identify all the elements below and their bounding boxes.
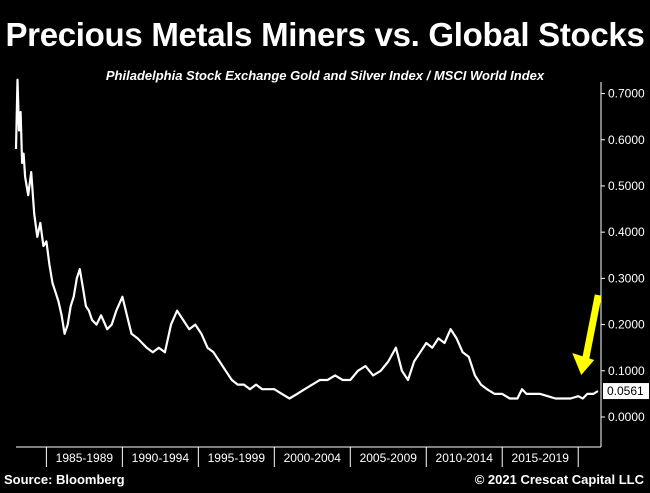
- y-tick-label: 0.3000: [608, 271, 645, 285]
- series-layer: [14, 78, 599, 400]
- last-value-box: [603, 383, 649, 400]
- x-period-label: 2015-2019: [512, 451, 570, 465]
- x-period-label: 2010-2014: [436, 451, 494, 465]
- x-axis-period-labels: 1985-1989 1990-1994 1995-1999 2000-2004 2005…: [45, 447, 579, 467]
- y-tick-label: 0.4000: [608, 225, 645, 239]
- x-period-label: 2000-2004: [284, 451, 342, 465]
- copyright-note: © 2021 Crescat Capital LLC: [474, 472, 644, 487]
- x-period-label: 2005-2009: [360, 451, 418, 465]
- last-value-marker: 0.0561: [603, 383, 649, 400]
- y-tick-label: 0.6000: [608, 133, 645, 147]
- chart-subtitle: Philadelphia Stock Exchange Gold and Sil…: [105, 68, 545, 83]
- y-tick-label: 0.5000: [608, 179, 645, 193]
- y-tick-label: 0.7000: [608, 87, 645, 101]
- series-line: [14, 78, 599, 400]
- arrow-shaft: [581, 294, 602, 362]
- chart-title: Precious Metals Miners vs. Global Stocks: [5, 16, 645, 53]
- y-tick-label: 0.2000: [608, 318, 645, 332]
- x-period-label: 1995-1999: [208, 451, 266, 465]
- yellow-arrow-icon: [572, 294, 602, 376]
- last-value-label: 0.0561: [607, 384, 644, 398]
- y-tick-label: 0.1000: [608, 364, 645, 378]
- source-note: Source: Bloomberg: [4, 472, 125, 487]
- x-period-label: 1985-1989: [56, 451, 114, 465]
- arrow-head: [572, 353, 595, 376]
- y-axis-ticks: 0.0000 0.1000 0.2000 0.3000 0.4000 0.5000 0.60…: [601, 87, 645, 424]
- y-tick-label: 0.0000: [608, 410, 645, 424]
- axes: [16, 82, 602, 448]
- x-period-label: 1990-1994: [132, 451, 190, 465]
